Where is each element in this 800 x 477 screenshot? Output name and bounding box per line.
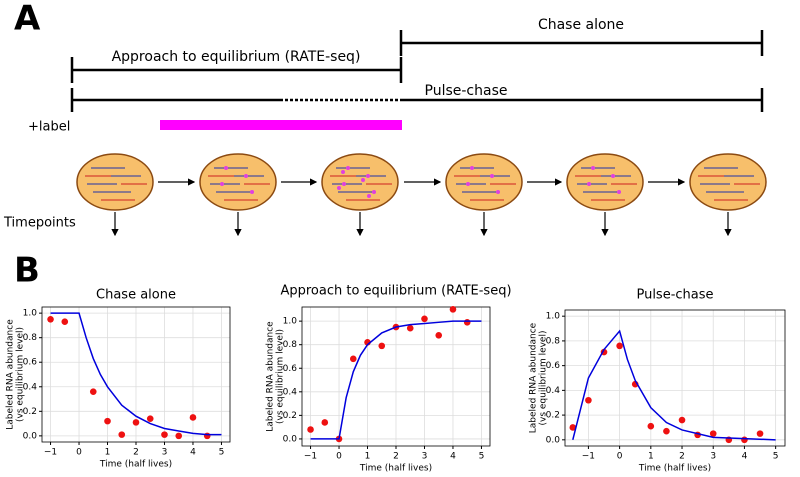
y-tick-label: 1.0	[546, 312, 561, 322]
x-tick-label: 3	[422, 452, 428, 462]
y-axis-label: (vs equilibrium level)	[276, 329, 286, 424]
data-point	[321, 419, 329, 426]
data-point	[189, 414, 197, 421]
chart-title: Approach to equilibrium (RATE-seq)	[280, 284, 511, 299]
label-text: +label	[28, 120, 70, 135]
panel-letter: B	[14, 251, 40, 291]
y-tick-label: 0.2	[283, 411, 297, 421]
y-tick-label: 0.6	[283, 364, 298, 374]
panel-letter: A	[14, 0, 41, 39]
y-tick-label: 0.0	[23, 431, 38, 441]
y-tick-label: 0.0	[546, 435, 561, 445]
data-point	[89, 388, 97, 395]
data-point	[678, 416, 686, 424]
x-tick-label: 1	[105, 448, 111, 458]
data-point	[585, 396, 592, 404]
arrows	[111, 178, 732, 237]
bracket-label: Chase alone	[538, 17, 624, 33]
x-axis-label: Time (half lives)	[99, 460, 172, 470]
data-point	[756, 430, 764, 437]
data-point	[175, 432, 183, 440]
data-point	[616, 342, 623, 350]
y-tick-label: 0.4	[23, 382, 38, 392]
y-axis-label: (vs equilibrium level)	[539, 330, 549, 425]
y-tick-label: 1.0	[283, 317, 298, 327]
y-tick-label: 0.0	[283, 434, 298, 444]
x-tick-label: 2	[679, 452, 685, 462]
y-axis-label: Labeled RNA abundance	[6, 319, 16, 430]
timepoints-text: Timepoints	[3, 216, 76, 231]
x-tick-label: 4	[742, 452, 748, 462]
data-point	[421, 315, 428, 323]
x-tick-label: 3	[162, 448, 168, 458]
y-tick-label: 0.2	[23, 407, 37, 417]
x-tick-label: 2	[133, 448, 139, 458]
x-tick-label: −1	[304, 452, 317, 462]
data-point	[104, 417, 111, 425]
y-axis-label: Labeled RNA abundance	[266, 321, 276, 432]
x-tick-label: 1	[648, 452, 654, 462]
y-tick-label: 0.2	[546, 411, 560, 421]
data-point	[709, 430, 717, 437]
data-point	[463, 319, 471, 326]
axes-frame	[41, 306, 231, 443]
x-tick-label: 5	[479, 452, 485, 462]
y-tick-label: 0.4	[546, 386, 561, 396]
y-tick-label: 1.0	[23, 309, 38, 319]
x-tick-label: 3	[710, 452, 716, 462]
fit-curve	[572, 329, 776, 441]
x-tick-label: −1	[582, 452, 595, 462]
x-tick-label: 5	[773, 452, 779, 462]
data-point	[378, 342, 386, 350]
label-bar	[160, 120, 402, 130]
bracket-label: Approach to equilibrium (RATE-seq)	[112, 49, 361, 65]
chart-title: Chase alone	[96, 288, 176, 303]
fit-curve	[50, 312, 222, 436]
data-point	[349, 355, 357, 363]
brackets	[70, 30, 764, 112]
x-tick-label: −1	[44, 448, 57, 458]
x-tick-label: 0	[76, 448, 82, 458]
data-point	[406, 324, 414, 332]
x-axis-label: Time (half lives)	[638, 464, 711, 474]
axes-frame	[301, 306, 491, 447]
data-point	[435, 331, 443, 339]
data-point	[647, 422, 655, 430]
axes-frame	[564, 309, 786, 447]
data-point	[118, 431, 126, 438]
data-point	[61, 318, 69, 326]
data-point	[449, 306, 457, 313]
bracket-label: Pulse-chase	[425, 83, 508, 99]
x-tick-label: 2	[393, 452, 399, 462]
data-point	[203, 432, 211, 440]
data-point	[132, 419, 140, 426]
chart-title: Pulse-chase	[636, 288, 713, 303]
x-tick-label: 4	[190, 448, 196, 458]
data-point	[741, 436, 748, 444]
data-point	[307, 426, 314, 433]
x-tick-label: 0	[336, 452, 342, 462]
x-tick-label: 4	[450, 452, 456, 462]
y-tick-label: 0.6	[23, 358, 38, 368]
y-axis-label: (vs equilibrium level)	[16, 327, 26, 422]
data-point	[663, 427, 670, 435]
fit-curve	[310, 320, 482, 440]
data-point	[569, 424, 577, 431]
y-axis-label: Labeled RNA abundance	[529, 322, 539, 433]
data-point	[146, 415, 154, 422]
y-tick-label: 0.8	[23, 333, 38, 343]
y-tick-label: 0.4	[283, 387, 298, 397]
x-axis-label: Time (half lives)	[359, 464, 432, 474]
y-tick-label: 0.6	[546, 361, 561, 371]
data-point	[161, 431, 168, 438]
x-tick-label: 0	[617, 452, 623, 462]
x-tick-label: 1	[365, 452, 371, 462]
x-tick-label: 5	[219, 448, 225, 458]
y-tick-label: 0.8	[546, 336, 561, 346]
data-point	[47, 315, 54, 323]
y-tick-label: 0.8	[283, 340, 298, 350]
